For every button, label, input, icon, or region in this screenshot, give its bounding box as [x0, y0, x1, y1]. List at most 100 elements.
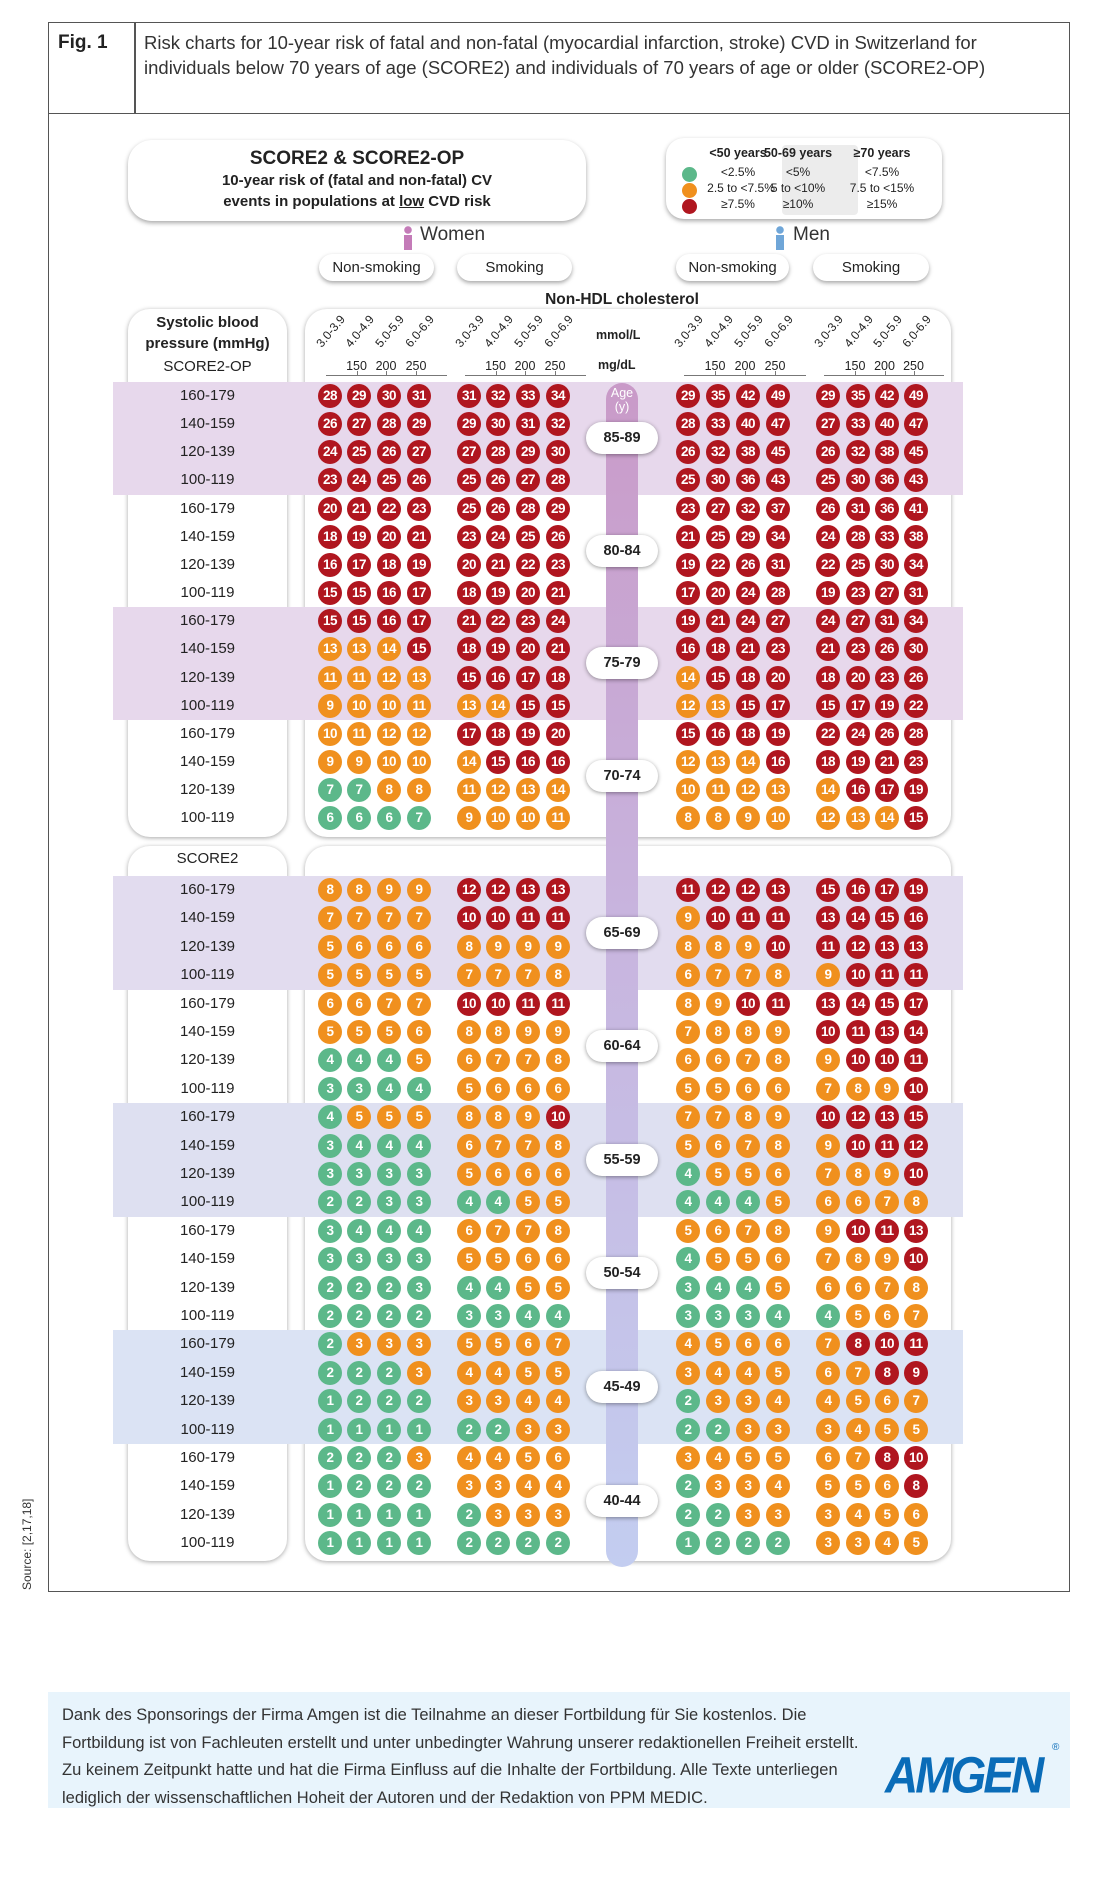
risk-cell: 29 [546, 496, 570, 521]
risk-cell: 8 [676, 806, 700, 831]
risk-cell: 3 [407, 1275, 431, 1300]
risk-cell: 4 [736, 1360, 760, 1385]
risk-cell: 18 [377, 552, 401, 577]
risk-cell: 3 [736, 1474, 760, 1499]
bp-row-label: 120-139 [179, 1278, 236, 1296]
risk-cell: 11 [766, 906, 790, 931]
risk-cell: 31 [407, 384, 431, 408]
risk-cell: 45 [766, 440, 790, 465]
risk-cell: 26 [486, 496, 510, 521]
risk-cell: 23 [407, 496, 431, 521]
risk-cell: 7 [407, 806, 431, 831]
risk-cell: 18 [816, 749, 840, 774]
risk-cell: 6 [676, 1048, 700, 1073]
sponsor-footer [48, 1692, 1070, 1808]
risk-cell: 4 [486, 1190, 510, 1215]
risk-cell: 6 [706, 1133, 730, 1158]
risk-cell: 4 [676, 1162, 700, 1186]
risk-cell: 28 [766, 581, 790, 606]
subtitle-part: CVD risk [424, 193, 491, 210]
risk-cell: 7 [377, 991, 401, 1016]
risk-cell: 9 [546, 934, 570, 959]
risk-cell: 11 [875, 1218, 899, 1243]
bp-row-label: 140-159 [179, 527, 236, 545]
risk-cell: 31 [766, 552, 790, 577]
risk-cell: 1 [347, 1417, 371, 1442]
risk-cell: 6 [766, 1332, 790, 1357]
risk-cell: 6 [875, 1474, 899, 1499]
risk-cell: 13 [846, 806, 870, 831]
risk-cell: 6 [516, 1076, 540, 1101]
risk-cell: 2 [318, 1190, 342, 1215]
legend-label: 5 to <10% [770, 181, 826, 195]
risk-cell: 2 [377, 1389, 401, 1414]
risk-cell: 5 [377, 1020, 401, 1044]
risk-cell: 26 [736, 552, 760, 577]
risk-cell: 8 [736, 1020, 760, 1044]
risk-cell: 19 [486, 581, 510, 606]
risk-cell: 12 [486, 778, 510, 803]
unit-mmol: mmol/L [596, 328, 641, 342]
mgdl-tick [855, 371, 856, 375]
risk-cell: 2 [676, 1474, 700, 1499]
risk-cell: 8 [457, 1105, 481, 1130]
risk-cell: 40 [875, 412, 899, 437]
bp-row-label: 120-139 [179, 668, 236, 686]
risk-cell: 2 [486, 1531, 510, 1556]
risk-cell: 2 [676, 1502, 700, 1527]
risk-cell: 7 [736, 1218, 760, 1243]
risk-cell: 9 [816, 1048, 840, 1073]
bp-row-label: 160-179 [179, 1221, 236, 1239]
legend-header: 50-69 years [763, 146, 833, 160]
risk-cell: 3 [676, 1360, 700, 1385]
risk-cell: 28 [846, 524, 870, 549]
risk-cell: 33 [846, 412, 870, 437]
risk-cell: 31 [846, 496, 870, 521]
bp-row-label: 100-119 [180, 1079, 235, 1097]
risk-cell: 7 [516, 1218, 540, 1243]
risk-cell: 6 [516, 1162, 540, 1186]
risk-cell: 31 [904, 581, 928, 606]
risk-cell: 30 [546, 440, 570, 465]
bp-row-label: 160-179 [179, 1449, 236, 1466]
risk-cell: 7 [846, 1360, 870, 1385]
risk-cell: 5 [875, 1502, 899, 1527]
section-label-score2: SCORE2 [176, 850, 239, 867]
risk-cell: 25 [706, 524, 730, 549]
risk-cell: 14 [816, 778, 840, 803]
risk-cell: 7 [318, 906, 342, 931]
bp-row-label: 100-119 [180, 696, 235, 714]
mgdl-axis [684, 375, 806, 376]
risk-cell: 4 [407, 1218, 431, 1243]
risk-cell: 6 [546, 1162, 570, 1186]
risk-cell: 28 [377, 412, 401, 437]
risk-cell: 25 [516, 524, 540, 549]
risk-cell: 5 [457, 1162, 481, 1186]
bp-row-label: 160-179 [179, 612, 236, 630]
risk-cell: 10 [486, 991, 510, 1016]
risk-cell: 30 [706, 468, 730, 493]
risk-cell: 9 [904, 1360, 928, 1385]
risk-cell: 3 [706, 1474, 730, 1499]
risk-cell: 3 [318, 1218, 342, 1243]
risk-cell: 2 [347, 1474, 371, 1499]
risk-cell: 3 [736, 1417, 760, 1442]
risk-cell: 24 [546, 609, 570, 634]
risk-cell: 3 [766, 1417, 790, 1442]
risk-cell: 13 [516, 778, 540, 803]
risk-cell: 2 [347, 1389, 371, 1414]
figure-label: Fig. 1 [58, 32, 108, 53]
risk-cell: 29 [816, 384, 840, 408]
risk-cell: 33 [706, 412, 730, 437]
risk-cell: 3 [736, 1304, 760, 1328]
age-group-label: 65-69 [586, 916, 658, 949]
risk-cell: 29 [516, 440, 540, 465]
risk-cell: 19 [676, 552, 700, 577]
risk-cell: 4 [516, 1474, 540, 1499]
risk-cell: 4 [846, 1502, 870, 1527]
risk-cell: 6 [377, 806, 401, 831]
risk-cell: 7 [816, 1247, 840, 1272]
risk-cell: 32 [736, 496, 760, 521]
risk-cell: 7 [407, 991, 431, 1016]
risk-cell: 18 [318, 524, 342, 549]
